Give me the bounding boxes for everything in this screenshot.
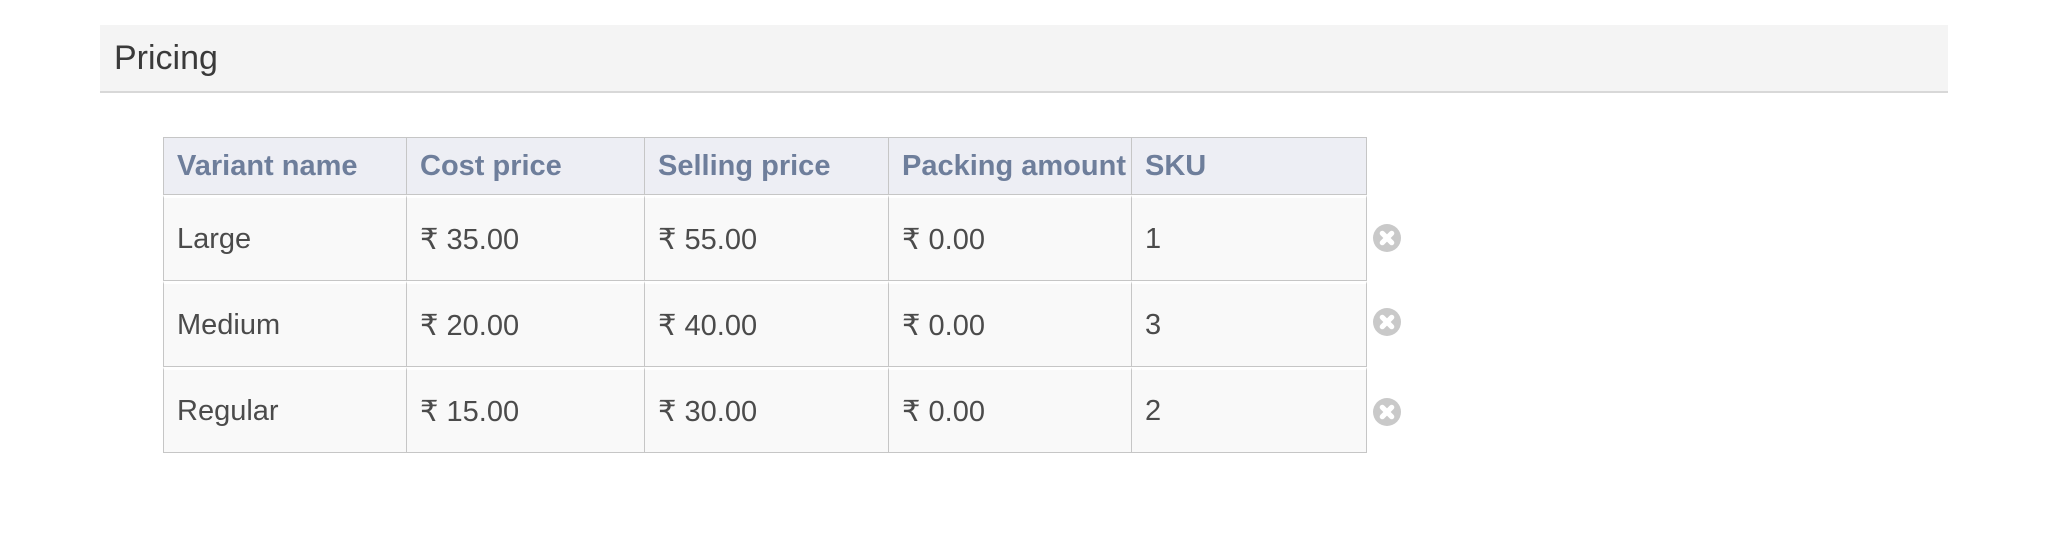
cell-cost-price: ₹ 35.00	[406, 195, 644, 281]
cell-cost-price: ₹ 20.00	[406, 281, 644, 367]
section-title: Pricing	[114, 39, 218, 77]
col-header-selling-price: Selling price	[644, 137, 888, 195]
cell-sku: 1	[1131, 195, 1367, 281]
circle-x-icon	[1373, 224, 1401, 252]
col-header-packing-amount: Packing amount	[888, 137, 1131, 195]
cell-packing-amount: ₹ 0.00	[888, 367, 1131, 453]
circle-x-icon	[1373, 308, 1401, 336]
col-header-sku: SKU	[1131, 137, 1367, 195]
pricing-table: Variant name Cost price Selling price Pa…	[163, 137, 1367, 453]
cell-sku: 3	[1131, 281, 1367, 367]
delete-row-button[interactable]	[1373, 398, 1401, 426]
cell-variant-name: Regular	[163, 367, 406, 453]
delete-row-button[interactable]	[1373, 224, 1401, 252]
cell-sku: 2	[1131, 367, 1367, 453]
header-row: Variant name Cost price Selling price Pa…	[163, 137, 1367, 195]
table-row: Large ₹ 35.00 ₹ 55.00 ₹ 0.00 1	[163, 195, 1367, 281]
cell-variant-name: Medium	[163, 281, 406, 367]
pricing-table-area: Variant name Cost price Selling price Pa…	[163, 137, 1401, 453]
cell-selling-price: ₹ 30.00	[644, 367, 888, 453]
table-row: Regular ₹ 15.00 ₹ 30.00 ₹ 0.00 2	[163, 367, 1367, 453]
cell-packing-amount: ₹ 0.00	[888, 281, 1131, 367]
delete-row-button[interactable]	[1373, 308, 1401, 336]
cell-selling-price: ₹ 40.00	[644, 281, 888, 367]
cell-packing-amount: ₹ 0.00	[888, 195, 1131, 281]
cell-variant-name: Large	[163, 195, 406, 281]
cell-cost-price: ₹ 15.00	[406, 367, 644, 453]
table-row: Medium ₹ 20.00 ₹ 40.00 ₹ 0.00 3	[163, 281, 1367, 367]
cell-selling-price: ₹ 55.00	[644, 195, 888, 281]
col-header-variant-name: Variant name	[163, 137, 406, 195]
section-header-bar: Pricing	[100, 25, 1948, 93]
circle-x-icon	[1373, 398, 1401, 426]
col-header-cost-price: Cost price	[406, 137, 644, 195]
